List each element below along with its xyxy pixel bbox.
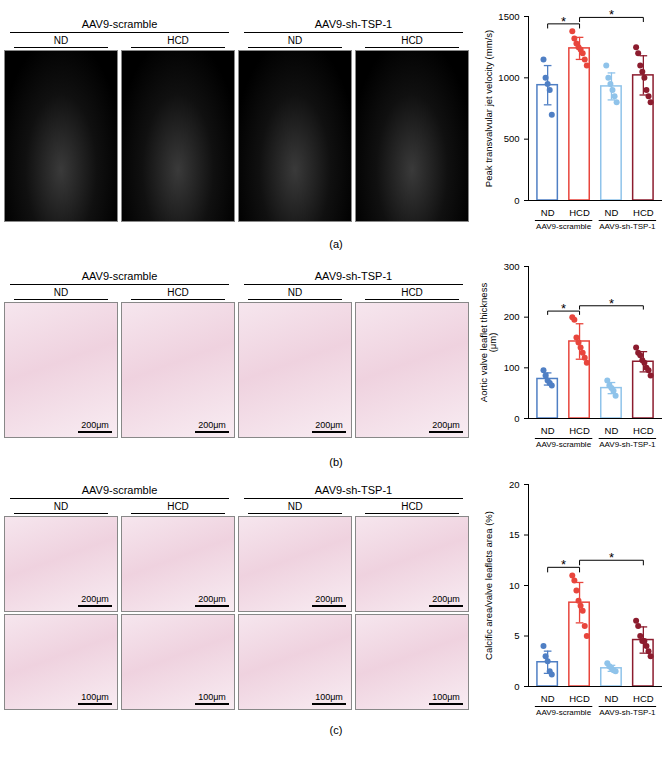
svg-text:HCD: HCD xyxy=(569,425,590,436)
svg-text:1000: 1000 xyxy=(498,72,519,83)
svg-text:500: 500 xyxy=(504,133,520,144)
html-text:200μm: 200μm xyxy=(81,420,109,430)
svg-text:0: 0 xyxy=(514,413,519,424)
html-text:(b): (b) xyxy=(329,456,343,468)
html-text:ND: ND xyxy=(53,287,69,298)
html-text:200μm: 200μm xyxy=(198,594,226,604)
svg-text:ND: ND xyxy=(541,207,555,218)
svg-text:Calcific area/valve leaflets a: Calcific area/valve leaflets area (%) xyxy=(483,511,494,660)
html-text:ND: ND xyxy=(53,35,69,46)
html-text:HCD: HCD xyxy=(401,501,423,512)
html-text:HCD: HCD xyxy=(401,287,423,298)
svg-text:AAV9-scramble: AAV9-scramble xyxy=(536,222,592,231)
svg-text:Peak transvalvular jet velocit: Peak transvalvular jet velocity (mm/s) xyxy=(483,30,494,187)
svg-text:5: 5 xyxy=(514,630,519,641)
svg-text:ND: ND xyxy=(605,425,619,436)
html-text:200μm: 200μm xyxy=(315,594,343,604)
svg-text:ND: ND xyxy=(541,693,555,704)
svg-text:*: * xyxy=(561,301,566,316)
html-text:ND: ND xyxy=(53,501,69,512)
html-text:200μm: 200μm xyxy=(432,420,460,430)
svg-text:200: 200 xyxy=(504,311,520,322)
html-text:(c): (c) xyxy=(329,724,343,736)
svg-text:*: * xyxy=(609,550,614,565)
html-text:AAV9-sh-TSP-1: AAV9-sh-TSP-1 xyxy=(314,18,393,30)
svg-text:HCD: HCD xyxy=(569,207,590,218)
svg-text:AAV9-scramble: AAV9-scramble xyxy=(536,708,592,717)
html-text:200μm: 200μm xyxy=(315,420,343,430)
html-text:100μm: 100μm xyxy=(81,692,109,702)
html-text:HCD: HCD xyxy=(167,287,189,298)
svg-text:*: * xyxy=(561,14,566,29)
svg-text:ND: ND xyxy=(605,207,619,218)
svg-text:HCD: HCD xyxy=(633,693,654,704)
html-text:ND: ND xyxy=(287,287,303,298)
svg-text:HCD: HCD xyxy=(633,425,654,436)
html-text:100μm: 100μm xyxy=(315,692,343,702)
html-text:AAV9-scramble: AAV9-scramble xyxy=(81,18,158,30)
html-text:ND: ND xyxy=(287,501,303,512)
html-text:ND: ND xyxy=(287,35,303,46)
html-text:AAV9-scramble: AAV9-scramble xyxy=(81,484,158,496)
svg-text:AAV9-sh-TSP-1: AAV9-sh-TSP-1 xyxy=(599,440,656,449)
svg-text:0: 0 xyxy=(514,681,519,692)
svg-text:*: * xyxy=(609,296,614,311)
html-text:200μm: 200μm xyxy=(432,594,460,604)
svg-text:15: 15 xyxy=(509,529,520,540)
svg-text:ND: ND xyxy=(605,693,619,704)
html-text:HCD: HCD xyxy=(167,501,189,512)
html-text:(a): (a) xyxy=(329,238,343,250)
svg-text:10: 10 xyxy=(509,580,520,591)
svg-text:HCD: HCD xyxy=(633,207,654,218)
html-text:HCD: HCD xyxy=(401,35,423,46)
svg-text:0: 0 xyxy=(514,195,519,206)
svg-text:1500: 1500 xyxy=(498,11,519,22)
html-text:100μm: 100μm xyxy=(432,692,460,702)
html-text:HCD: HCD xyxy=(167,35,189,46)
html-text:AAV9-sh-TSP-1: AAV9-sh-TSP-1 xyxy=(314,484,393,496)
svg-text:*: * xyxy=(561,557,566,572)
html-text:100μm: 100μm xyxy=(198,692,226,702)
svg-text:20: 20 xyxy=(509,479,520,490)
svg-text:AAV9-sh-TSP-1: AAV9-sh-TSP-1 xyxy=(599,708,656,717)
svg-text:300: 300 xyxy=(504,261,520,272)
svg-text:AAV9-scramble: AAV9-scramble xyxy=(536,440,592,449)
svg-text:ND: ND xyxy=(541,425,555,436)
svg-text:HCD: HCD xyxy=(569,693,590,704)
html-text:AAV9-scramble: AAV9-scramble xyxy=(81,270,158,282)
svg-text:Aortic valve leaflet thickness: Aortic valve leaflet thickness(μm) xyxy=(478,283,499,403)
html-text:200μm: 200μm xyxy=(198,420,226,430)
html-text:200μm: 200μm xyxy=(81,594,109,604)
svg-text:*: * xyxy=(609,7,614,22)
svg-text:100: 100 xyxy=(504,362,520,373)
html-text:AAV9-sh-TSP-1: AAV9-sh-TSP-1 xyxy=(314,270,393,282)
svg-text:AAV9-sh-TSP-1: AAV9-sh-TSP-1 xyxy=(599,222,656,231)
